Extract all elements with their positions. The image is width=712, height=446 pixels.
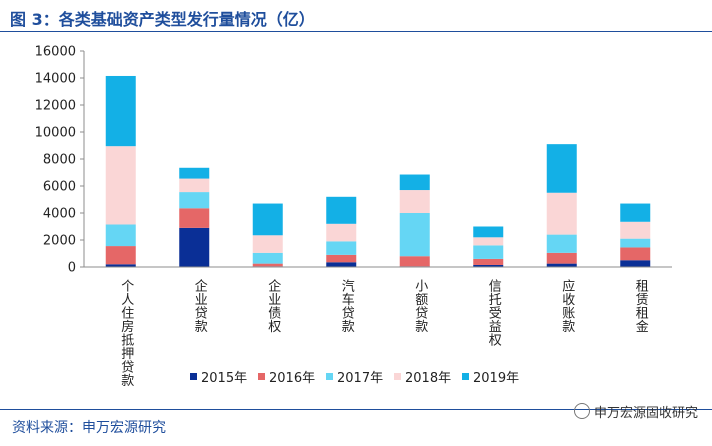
bar-segment-2017-1 <box>105 224 136 247</box>
bar-segment-2016-2 <box>179 208 210 228</box>
legend-swatch-2016 <box>258 373 265 380</box>
watermark-text: 申万宏源固收研究 <box>593 406 698 421</box>
bar-segment-2017-7 <box>546 234 577 253</box>
bar-segment-2019-1 <box>105 75 136 147</box>
category-label: 个人住房抵押贷款 <box>118 279 134 387</box>
y-tick-label: 10000 <box>35 126 76 141</box>
legend-label: 2015年 <box>201 371 247 386</box>
bar-segment-2019-4 <box>326 196 357 224</box>
bar-segment-2017-8 <box>620 238 651 248</box>
bar-segment-2016-3 <box>252 263 283 267</box>
legend-swatch-2019 <box>462 373 469 380</box>
stacked-bar-chart: 0 2000 4000 6000 8000 10000 12000 14000 16000 个人住… <box>35 45 672 387</box>
bar-segment-2018-1 <box>105 146 136 225</box>
category-label: 应收账款 <box>559 278 575 333</box>
y-tick-label: 12000 <box>35 99 76 114</box>
bar-segment-2018-2 <box>179 178 210 193</box>
bar-segment-2015-2 <box>179 227 210 267</box>
bar-segment-2017-4 <box>326 241 357 255</box>
wechat-icon <box>573 403 590 419</box>
category-label: 企业债权 <box>265 278 281 334</box>
bar-segment-2016-4 <box>326 254 357 263</box>
category-label: 汽车贷款 <box>339 279 355 333</box>
category-label: 小额贷款 <box>412 279 428 333</box>
legend-swatch-2017 <box>326 373 333 380</box>
bar-segment-2017-2 <box>179 192 210 209</box>
bar-segment-2018-8 <box>620 221 651 239</box>
bar-segment-2015-8 <box>620 260 651 267</box>
bar-segment-2018-5 <box>399 190 430 213</box>
y-tick-label: 6000 <box>43 180 76 195</box>
bar-segment-2019-8 <box>620 203 651 222</box>
y-tick-label: 8000 <box>43 153 76 168</box>
bar-segment-2017-3 <box>252 252 283 264</box>
bar-segment-2019-3 <box>252 203 283 236</box>
figure-title: 图 3：各类基础资产类型发行量情况（亿） <box>10 10 315 29</box>
bar-segment-2019-7 <box>546 144 577 193</box>
legend-label: 2018年 <box>405 371 451 386</box>
bar-segment-2016-6 <box>473 258 504 265</box>
y-tick-label: 4000 <box>43 207 76 222</box>
bar-segment-2016-8 <box>620 247 651 261</box>
source-note: 资料来源：申万宏源研究 <box>12 420 166 436</box>
bar-segment-2015-1 <box>105 264 136 267</box>
bar-segment-2016-1 <box>105 246 136 265</box>
category-label: 租赁租金 <box>633 279 649 333</box>
bar-segment-2016-5 <box>399 256 430 267</box>
bottom-rule <box>0 409 712 410</box>
bar-segment-2018-4 <box>326 223 357 242</box>
legend-swatch-2018 <box>394 373 401 380</box>
y-tick-label: 14000 <box>35 72 76 87</box>
y-tick-label: 0 <box>68 261 76 276</box>
watermark: 申万宏源固收研究 <box>573 402 698 421</box>
category-label: 企业贷款 <box>192 278 208 333</box>
bar-segment-2017-5 <box>399 213 430 257</box>
bar-segment-2015-7 <box>546 263 577 267</box>
y-tick-label: 16000 <box>35 45 76 60</box>
legend-label: 2016年 <box>269 371 315 386</box>
bar-segment-2019-2 <box>179 167 210 179</box>
top-rule <box>0 31 712 32</box>
bar-segment-2015-4 <box>326 262 357 267</box>
legend-label: 2019年 <box>473 371 519 386</box>
y-tick-label: 2000 <box>43 234 76 249</box>
bar-segment-2019-5 <box>399 174 430 191</box>
bar-segment-2018-3 <box>252 235 283 253</box>
legend-label: 2017年 <box>337 371 383 386</box>
bar-segment-2017-6 <box>473 245 504 259</box>
category-label: 信托受益权 <box>486 279 502 347</box>
bar-segment-2015-6 <box>473 264 504 267</box>
bar-segment-2019-6 <box>473 226 504 238</box>
bar-segment-2018-6 <box>473 237 504 246</box>
bar-segment-2016-7 <box>546 252 577 264</box>
legend-swatch-2015 <box>190 373 197 380</box>
bar-segment-2018-7 <box>546 192 577 235</box>
